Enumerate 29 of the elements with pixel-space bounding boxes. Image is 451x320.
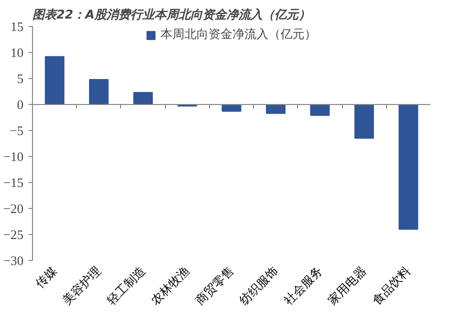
x-tick-label: 家用电器 xyxy=(325,264,370,308)
y-tick-label: −5 xyxy=(10,123,24,138)
x-tick-label: 纺织服饰 xyxy=(236,264,281,308)
y-tick-label: −30 xyxy=(3,253,24,268)
y-tick-label: −20 xyxy=(3,201,24,216)
bar xyxy=(44,56,64,105)
legend-label: 本周北向资金净流入（亿元） xyxy=(160,26,316,43)
bar xyxy=(133,92,153,105)
bar xyxy=(354,104,374,139)
bar xyxy=(266,104,286,114)
x-tick-label: 美容护理 xyxy=(60,264,104,308)
y-tick-label: −25 xyxy=(3,227,24,242)
y-tick-label: 10 xyxy=(10,45,24,60)
x-tick-label: 食品饮料 xyxy=(370,264,414,308)
bar xyxy=(398,104,418,230)
bar xyxy=(89,79,109,105)
chart-title: 图表22：A股消费行业本周北向资金净流入（亿元） xyxy=(32,8,310,22)
x-tick-label: 传媒 xyxy=(32,264,60,290)
bar xyxy=(310,104,330,116)
y-tick-label: 5 xyxy=(17,71,24,86)
x-tick-label: 农林牧渔 xyxy=(148,264,192,308)
y-tick-label: −15 xyxy=(3,175,24,190)
x-tick-label: 社会服务 xyxy=(281,264,325,308)
y-tick-label: 15 xyxy=(10,19,24,34)
bar xyxy=(222,104,242,112)
x-tick-label: 商贸零售 xyxy=(192,264,236,308)
x-tick-label: 轻工制造 xyxy=(104,264,148,308)
y-tick-label: 0 xyxy=(17,97,24,112)
y-tick-label: −10 xyxy=(3,149,24,164)
